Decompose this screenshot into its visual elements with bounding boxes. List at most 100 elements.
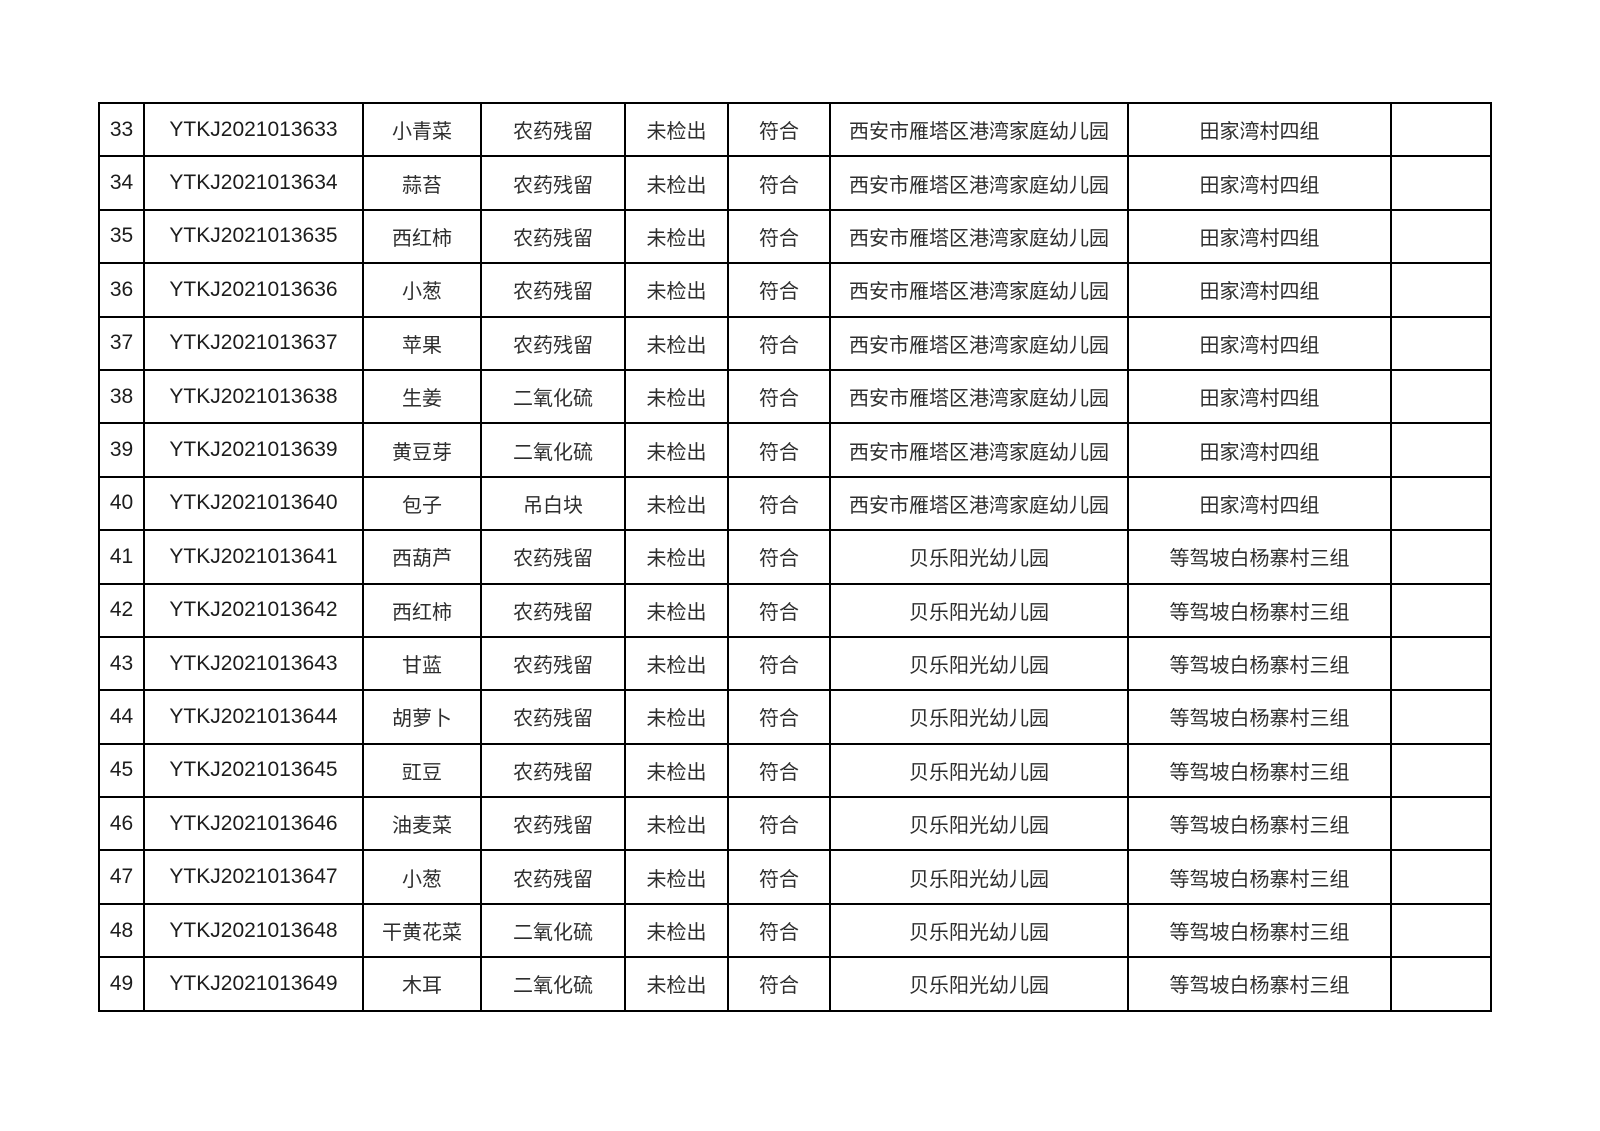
conclusion-cell: 符合 [727, 742, 831, 799]
address-cell: 田家湾村四组 [1127, 155, 1392, 211]
sample-name-cell: 胡萝卜 [362, 689, 482, 745]
test-item-cell: 农药残留 [480, 155, 626, 211]
row-number-cell: 45 [98, 742, 145, 799]
result-cell: 未检出 [624, 315, 729, 371]
sampled-unit-cell: 西安市雁塔区港湾家庭幼儿园 [829, 262, 1129, 318]
address-cell: 田家湾村四组 [1127, 315, 1392, 371]
remark-cell [1390, 635, 1492, 692]
table-row: 44 YTKJ2021013644 胡萝卜 农药残留 未检出 符合 贝乐阳光幼儿园 等驾坡白杨… [98, 689, 1492, 745]
sampled-unit-cell: 贝乐阳光幼儿园 [829, 956, 1129, 1012]
address-cell: 等驾坡白杨寨村三组 [1127, 529, 1392, 585]
result-cell: 未检出 [624, 262, 729, 318]
row-number-cell: 35 [98, 208, 145, 265]
remark-cell [1390, 582, 1492, 638]
test-item-cell: 农药残留 [480, 849, 626, 905]
remark-cell [1390, 208, 1492, 265]
remark-cell [1390, 742, 1492, 799]
row-number-cell: 43 [98, 635, 145, 692]
remark-cell [1390, 262, 1492, 318]
table-row: 40 YTKJ2021013640 包子 吊白块 未检出 符合 西安市雁塔区港湾家庭幼儿园田… [98, 475, 1492, 532]
remark-cell [1390, 902, 1492, 959]
sampled-unit-cell: 西安市雁塔区港湾家庭幼儿园 [829, 422, 1129, 478]
row-number-cell: 37 [98, 315, 145, 371]
test-item-cell: 农药残留 [480, 796, 626, 852]
sample-id-cell: YTKJ2021013637 [143, 315, 364, 371]
address-cell: 田家湾村四组 [1127, 475, 1392, 532]
sample-id-cell: YTKJ2021013633 [143, 101, 364, 158]
conclusion-cell: 符合 [727, 529, 831, 585]
row-number-cell: 33 [98, 101, 145, 158]
result-cell: 未检出 [624, 635, 729, 692]
result-cell: 未检出 [624, 101, 729, 158]
sample-name-cell: 苹果 [362, 315, 482, 371]
sample-name-cell: 小葱 [362, 849, 482, 905]
row-number-cell: 47 [98, 849, 145, 905]
row-number-cell: 38 [98, 368, 145, 425]
conclusion-cell: 符合 [727, 155, 831, 211]
sample-id-cell: YTKJ2021013648 [143, 902, 364, 959]
sample-name-cell: 豇豆 [362, 742, 482, 799]
sample-id-cell: YTKJ2021013636 [143, 262, 364, 318]
remark-cell [1390, 689, 1492, 745]
sampled-unit-cell: 西安市雁塔区港湾家庭幼儿园 [829, 315, 1129, 371]
sampled-unit-cell: 贝乐阳光幼儿园 [829, 529, 1129, 585]
row-number-cell: 41 [98, 529, 145, 585]
sample-name-cell: 蒜苔 [362, 155, 482, 211]
test-item-cell: 吊白块 [480, 475, 626, 532]
sampled-unit-cell: 西安市雁塔区港湾家庭幼儿园 [829, 155, 1129, 211]
sample-name-cell: 西葫芦 [362, 529, 482, 585]
test-item-cell: 农药残留 [480, 529, 626, 585]
result-cell: 未检出 [624, 742, 729, 799]
test-item-cell: 农药残留 [480, 262, 626, 318]
table-row: 39 YTKJ2021013639 黄豆芽 二氧化硫 未检出 符合 西安市雁塔区港湾家庭幼儿… [98, 422, 1492, 478]
address-cell: 等驾坡白杨寨村三组 [1127, 742, 1392, 799]
sample-name-cell: 小青菜 [362, 101, 482, 158]
conclusion-cell: 符合 [727, 849, 831, 905]
result-cell: 未检出 [624, 529, 729, 585]
remark-cell [1390, 101, 1492, 158]
remark-cell [1390, 475, 1492, 532]
remark-cell [1390, 155, 1492, 211]
result-cell: 未检出 [624, 849, 729, 905]
sample-id-cell: YTKJ2021013634 [143, 155, 364, 211]
sample-name-cell: 木耳 [362, 956, 482, 1012]
sampled-unit-cell: 西安市雁塔区港湾家庭幼儿园 [829, 475, 1129, 532]
address-cell: 等驾坡白杨寨村三组 [1127, 956, 1392, 1012]
sampled-unit-cell: 贝乐阳光幼儿园 [829, 902, 1129, 959]
table-row: 46 YTKJ2021013646 油麦菜 农药残留 未检出 符合 贝乐阳光幼儿园 等驾坡白杨… [98, 796, 1492, 852]
test-item-cell: 农药残留 [480, 208, 626, 265]
address-cell: 田家湾村四组 [1127, 368, 1392, 425]
table-row: 41 YTKJ2021013641 西葫芦 农药残留 未检出 符合 贝乐阳光幼儿园 等驾坡白杨… [98, 529, 1492, 585]
sample-id-cell: YTKJ2021013639 [143, 422, 364, 478]
sample-name-cell: 黄豆芽 [362, 422, 482, 478]
conclusion-cell: 符合 [727, 635, 831, 692]
address-cell: 等驾坡白杨寨村三组 [1127, 582, 1392, 638]
sampled-unit-cell: 贝乐阳光幼儿园 [829, 582, 1129, 638]
table-row: 43 YTKJ2021013643 甘蓝 农药残留 未检出 符合 贝乐阳光幼儿园 等驾坡白杨寨… [98, 635, 1492, 692]
sampling-results-table: 33 YTKJ2021013633 小青菜 农药残留 未检出 符合 西安市雁塔区港湾家庭幼儿… [98, 101, 1492, 1012]
row-number-cell: 42 [98, 582, 145, 638]
sampled-unit-cell: 贝乐阳光幼儿园 [829, 689, 1129, 745]
sample-id-cell: YTKJ2021013645 [143, 742, 364, 799]
table-row: 49 YTKJ2021013649 木耳 二氧化硫 未检出 符合 贝乐阳光幼儿园 等驾坡白杨寨… [98, 956, 1492, 1012]
result-cell: 未检出 [624, 796, 729, 852]
table-row: 38 YTKJ2021013638 生姜 二氧化硫 未检出 符合 西安市雁塔区港湾家庭幼儿园… [98, 368, 1492, 425]
sampled-unit-cell: 西安市雁塔区港湾家庭幼儿园 [829, 368, 1129, 425]
address-cell: 等驾坡白杨寨村三组 [1127, 689, 1392, 745]
remark-cell [1390, 796, 1492, 852]
row-number-cell: 49 [98, 956, 145, 1012]
conclusion-cell: 符合 [727, 368, 831, 425]
address-cell: 田家湾村四组 [1127, 262, 1392, 318]
row-number-cell: 34 [98, 155, 145, 211]
remark-cell [1390, 315, 1492, 371]
sample-id-cell: YTKJ2021013635 [143, 208, 364, 265]
conclusion-cell: 符合 [727, 902, 831, 959]
results-table-body: 33 YTKJ2021013633 小青菜 农药残留 未检出 符合 西安市雁塔区港湾家庭幼儿… [98, 101, 1492, 1012]
address-cell: 田家湾村四组 [1127, 208, 1392, 265]
conclusion-cell: 符合 [727, 582, 831, 638]
result-cell: 未检出 [624, 422, 729, 478]
result-cell: 未检出 [624, 155, 729, 211]
sample-id-cell: YTKJ2021013642 [143, 582, 364, 638]
test-item-cell: 农药残留 [480, 315, 626, 371]
sampled-unit-cell: 贝乐阳光幼儿园 [829, 796, 1129, 852]
